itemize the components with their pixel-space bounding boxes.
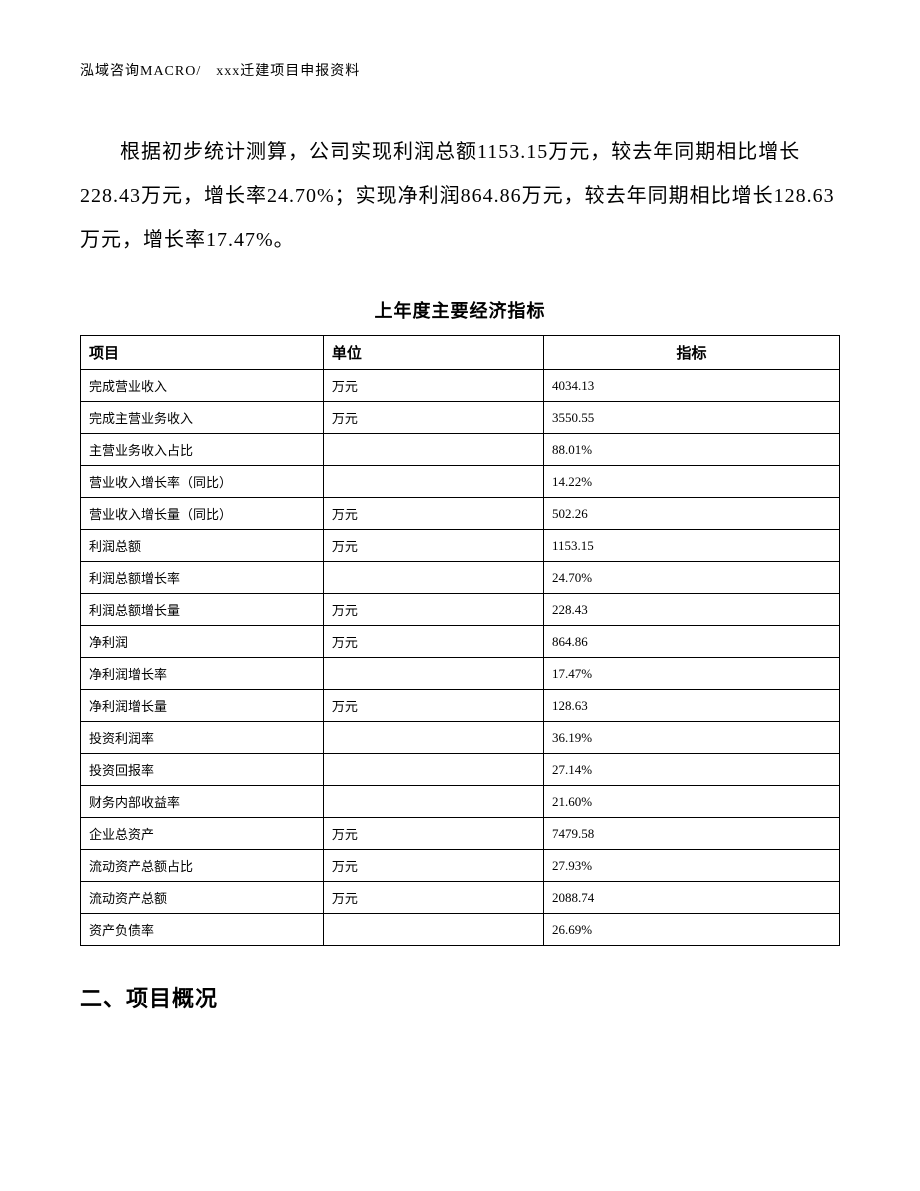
summary-paragraph: 根据初步统计测算，公司实现利润总额1153.15万元，较去年同期相比增长228.… — [80, 130, 840, 262]
table-header-indicator: 指标 — [543, 336, 839, 370]
table-cell: 营业收入增长率（同比） — [81, 466, 324, 498]
table-cell: 万元 — [323, 626, 543, 658]
table-body: 完成营业收入 万元 4034.13 完成主营业务收入 万元 3550.55 主营… — [81, 370, 840, 946]
table-cell: 万元 — [323, 594, 543, 626]
section-title: 二、项目概况 — [80, 981, 840, 1013]
table-cell: 3550.55 — [543, 402, 839, 434]
table-cell: 228.43 — [543, 594, 839, 626]
table-cell: 企业总资产 — [81, 818, 324, 850]
table-title: 上年度主要经济指标 — [80, 297, 840, 323]
table-row: 净利润增长率 17.47% — [81, 658, 840, 690]
table-cell: 864.86 — [543, 626, 839, 658]
table-cell: 万元 — [323, 370, 543, 402]
table-header-row: 项目 单位 指标 — [81, 336, 840, 370]
table-cell — [323, 434, 543, 466]
table-cell: 88.01% — [543, 434, 839, 466]
table-cell — [323, 658, 543, 690]
table-cell: 万元 — [323, 850, 543, 882]
table-cell: 净利润增长量 — [81, 690, 324, 722]
table-row: 流动资产总额占比 万元 27.93% — [81, 850, 840, 882]
table-cell — [323, 722, 543, 754]
page-header: 泓域咨询MACRO/ xxx迁建项目申报资料 — [80, 60, 840, 80]
table-cell: 7479.58 — [543, 818, 839, 850]
table-cell: 14.22% — [543, 466, 839, 498]
table-cell: 完成营业收入 — [81, 370, 324, 402]
table-cell: 26.69% — [543, 914, 839, 946]
table-cell: 2088.74 — [543, 882, 839, 914]
table-cell: 流动资产总额占比 — [81, 850, 324, 882]
table-cell: 主营业务收入占比 — [81, 434, 324, 466]
table-cell: 24.70% — [543, 562, 839, 594]
table-cell: 万元 — [323, 402, 543, 434]
table-cell: 128.63 — [543, 690, 839, 722]
table-row: 净利润增长量 万元 128.63 — [81, 690, 840, 722]
table-cell: 财务内部收益率 — [81, 786, 324, 818]
table-row: 营业收入增长量（同比） 万元 502.26 — [81, 498, 840, 530]
table-cell: 投资利润率 — [81, 722, 324, 754]
paragraph-text: 根据初步统计测算，公司实现利润总额1153.15万元，较去年同期相比增长228.… — [80, 141, 835, 251]
table-cell: 资产负债率 — [81, 914, 324, 946]
table-cell — [323, 466, 543, 498]
table-cell: 1153.15 — [543, 530, 839, 562]
table-header-unit: 单位 — [323, 336, 543, 370]
table-cell: 净利润增长率 — [81, 658, 324, 690]
table-cell: 净利润 — [81, 626, 324, 658]
table-cell: 17.47% — [543, 658, 839, 690]
table-row: 利润总额 万元 1153.15 — [81, 530, 840, 562]
table-cell: 万元 — [323, 882, 543, 914]
table-row: 流动资产总额 万元 2088.74 — [81, 882, 840, 914]
table-cell: 流动资产总额 — [81, 882, 324, 914]
table-cell: 万元 — [323, 498, 543, 530]
table-row: 投资利润率 36.19% — [81, 722, 840, 754]
table-row: 资产负债率 26.69% — [81, 914, 840, 946]
table-cell — [323, 754, 543, 786]
table-row: 完成营业收入 万元 4034.13 — [81, 370, 840, 402]
table-cell: 利润总额增长率 — [81, 562, 324, 594]
table-row: 主营业务收入占比 88.01% — [81, 434, 840, 466]
table-cell: 利润总额增长量 — [81, 594, 324, 626]
table-row: 财务内部收益率 21.60% — [81, 786, 840, 818]
table-cell: 营业收入增长量（同比） — [81, 498, 324, 530]
economic-indicators-table: 项目 单位 指标 完成营业收入 万元 4034.13 完成主营业务收入 万元 3… — [80, 335, 840, 946]
table-cell: 万元 — [323, 690, 543, 722]
table-row: 利润总额增长量 万元 228.43 — [81, 594, 840, 626]
table-cell: 完成主营业务收入 — [81, 402, 324, 434]
table-cell — [323, 914, 543, 946]
table-cell — [323, 562, 543, 594]
header-text: 泓域咨询MACRO/ xxx迁建项目申报资料 — [80, 64, 360, 79]
table-cell: 利润总额 — [81, 530, 324, 562]
table-cell: 21.60% — [543, 786, 839, 818]
table-cell: 27.93% — [543, 850, 839, 882]
table-row: 企业总资产 万元 7479.58 — [81, 818, 840, 850]
table-row: 投资回报率 27.14% — [81, 754, 840, 786]
table-cell: 502.26 — [543, 498, 839, 530]
table-cell: 投资回报率 — [81, 754, 324, 786]
table-row: 净利润 万元 864.86 — [81, 626, 840, 658]
table-row: 利润总额增长率 24.70% — [81, 562, 840, 594]
table-cell: 万元 — [323, 818, 543, 850]
table-header-project: 项目 — [81, 336, 324, 370]
table-cell: 36.19% — [543, 722, 839, 754]
table-cell — [323, 786, 543, 818]
table-row: 营业收入增长率（同比） 14.22% — [81, 466, 840, 498]
table-row: 完成主营业务收入 万元 3550.55 — [81, 402, 840, 434]
table-cell: 万元 — [323, 530, 543, 562]
table-cell: 27.14% — [543, 754, 839, 786]
table-cell: 4034.13 — [543, 370, 839, 402]
